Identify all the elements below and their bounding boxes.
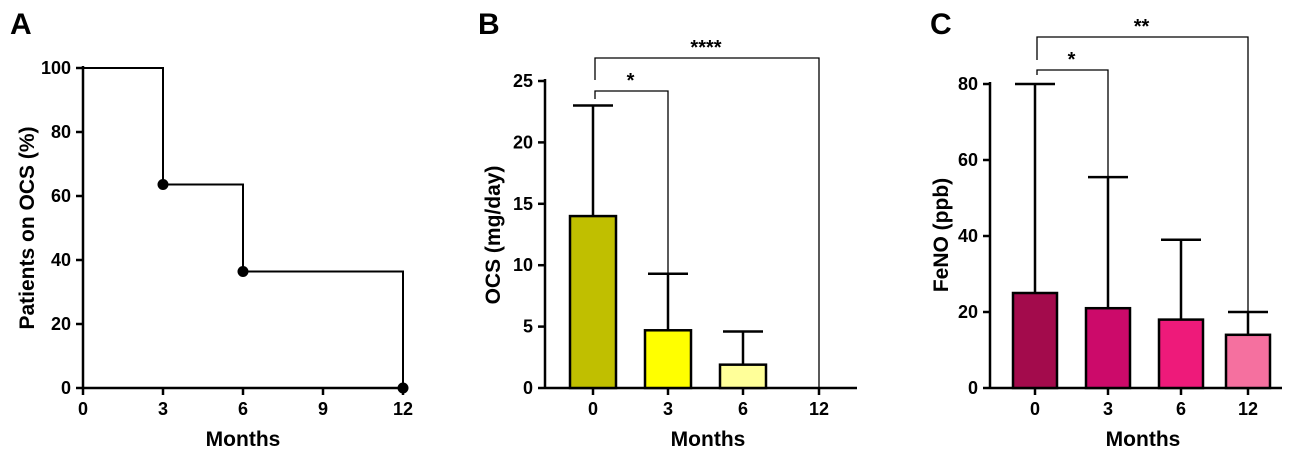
panel-c-significance-label: *	[1068, 49, 1076, 71]
panel-c-y-tick-label: 0	[968, 378, 978, 398]
panel-a-x-tick-label: 0	[78, 399, 88, 419]
panel-b-x-tick-label: 0	[588, 399, 598, 419]
panel-a-step-line	[83, 67, 404, 388]
panel-b-significance-label: ****	[690, 37, 721, 59]
panel-b-x-tick-label: 6	[738, 399, 748, 419]
panel-b-y-tick-label: 5	[523, 317, 533, 337]
panel-a-y-tick-label: 0	[61, 378, 71, 398]
panel-a-data-point	[237, 266, 249, 278]
panel-a-data-point	[157, 178, 169, 190]
panel-c-x-tick-label: 12	[1238, 399, 1258, 419]
panel-a-x-tick-label: 6	[238, 399, 248, 419]
panel-b-x-tick-label: 3	[663, 399, 673, 419]
panel-b-y-tick-label: 0	[523, 378, 533, 398]
panel-a-y-tick-label: 40	[51, 250, 71, 270]
panel-c-significance-label: **	[1134, 16, 1150, 38]
panel-a-x-axis-label: Months	[206, 428, 281, 451]
panel-c-bar	[1084, 306, 1132, 390]
panel-c-bar	[1011, 291, 1059, 390]
panel-letter-c: C	[930, 8, 952, 41]
panel-a: A Patients on OCS (%) Months 02040608010…	[10, 8, 413, 451]
panel-c-y-tick-label: 20	[958, 302, 978, 322]
panel-b-bar	[643, 329, 693, 390]
panel-c-significance-bracket	[1036, 69, 1109, 178]
panel-b-y-tick-label: 10	[513, 255, 533, 275]
panel-a-y-tick-label: 60	[51, 186, 71, 206]
panel-b-significance-label: *	[627, 70, 635, 92]
panel-c-x-tick-label: 0	[1030, 399, 1040, 419]
panel-letter-a: A	[10, 8, 32, 41]
panel-c-x-axis-label: Months	[1106, 428, 1181, 451]
panel-c-bar	[1157, 318, 1205, 390]
panel-c-significance-bracket	[1036, 36, 1249, 313]
panel-a-x-tick-label: 3	[158, 399, 168, 419]
panel-c-y-axis-label: FeNO (ppb)	[930, 178, 953, 292]
panel-b-x-tick-label: 12	[809, 399, 829, 419]
panel-a-x-tick-label: 12	[393, 399, 413, 419]
panel-c-x-tick-label: 6	[1176, 399, 1186, 419]
panel-b-y-tick-label: 20	[513, 132, 533, 152]
panel-c-bar	[1224, 333, 1272, 390]
panel-b-y-tick-label: 25	[513, 71, 533, 91]
panel-b-bar	[568, 214, 618, 390]
panel-a-plot: 0 20 40 60 80 100 0 3 6 9 12	[41, 58, 413, 419]
panel-c-y-tick-label: 60	[958, 150, 978, 170]
panel-b-bar	[718, 363, 768, 390]
panel-letter-b: B	[478, 8, 500, 41]
panel-b-significance-bracket	[594, 90, 669, 330]
panel-b-significance-bracket	[594, 57, 820, 388]
panel-b-y-tick-label: 15	[513, 194, 533, 214]
panel-c-x-tick-label: 3	[1103, 399, 1113, 419]
panel-c-y-tick-label: 40	[958, 226, 978, 246]
panel-b-x-axis-label: Months	[671, 428, 746, 451]
panel-a-data-point	[397, 382, 409, 394]
panel-b-y-axis-label: OCS (mg/day)	[482, 166, 505, 305]
panel-a-y-tick-label: 100	[41, 58, 71, 78]
panel-a-y-tick-label: 20	[51, 314, 71, 334]
panel-a-y-tick-label: 80	[51, 122, 71, 142]
panel-a-y-axis-label: Patients on OCS (%)	[16, 126, 39, 329]
panel-c-y-tick-label: 80	[958, 74, 978, 94]
panel-a-x-tick-label: 9	[318, 399, 328, 419]
